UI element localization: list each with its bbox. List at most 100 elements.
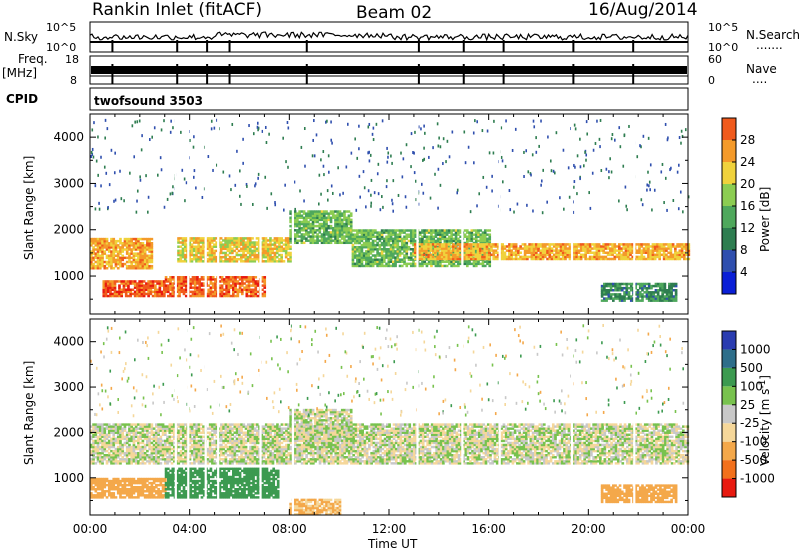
power-cell xyxy=(296,235,299,238)
power-cell xyxy=(653,188,656,192)
velocity-cell xyxy=(229,481,233,485)
power-cell xyxy=(607,284,611,288)
power-cell xyxy=(367,258,370,261)
power-cell xyxy=(320,212,324,215)
power-cell xyxy=(209,292,213,296)
power-cell xyxy=(409,258,413,261)
power-cell xyxy=(326,119,328,123)
power-cell xyxy=(273,251,277,255)
power-cell xyxy=(311,241,315,245)
power-cell xyxy=(420,249,424,252)
power-cell xyxy=(257,237,261,240)
power-cell xyxy=(181,243,185,246)
power-cell xyxy=(134,258,138,262)
power-cell xyxy=(340,212,344,215)
power-cell xyxy=(303,199,305,203)
power-cell xyxy=(320,222,324,226)
power-cell xyxy=(445,264,449,268)
velocity-cell xyxy=(218,481,222,485)
power-cell xyxy=(178,288,181,292)
power-cell xyxy=(380,243,384,247)
power-cell xyxy=(307,212,310,215)
power-cell xyxy=(269,243,272,246)
power-cell xyxy=(445,231,449,234)
power-cell xyxy=(665,243,668,246)
power-cell xyxy=(665,253,668,257)
power-cell xyxy=(636,295,640,298)
power-cell xyxy=(436,247,439,250)
velocity-cell xyxy=(152,488,156,491)
power-cell xyxy=(201,239,205,242)
power-cell xyxy=(110,260,113,264)
velocity-cell xyxy=(229,477,233,481)
power-cell xyxy=(327,237,331,240)
power-cell xyxy=(209,290,213,294)
velocity-cell xyxy=(155,483,158,487)
power-cell xyxy=(561,251,565,254)
power-cell xyxy=(541,253,545,257)
power-cell xyxy=(380,250,384,253)
power-cell xyxy=(253,247,257,251)
power-cell xyxy=(263,292,267,296)
power-cell xyxy=(368,122,371,126)
power-cell xyxy=(387,233,391,236)
velocity-cell xyxy=(220,479,224,483)
velocity-cell xyxy=(130,485,134,489)
power-cell xyxy=(501,159,504,163)
power-cell xyxy=(110,148,113,152)
velocity-cell xyxy=(90,479,93,483)
power-cell xyxy=(274,203,277,207)
velocity-cell xyxy=(202,481,206,485)
power-cell xyxy=(365,235,368,239)
power-cell xyxy=(94,207,97,211)
power-cell xyxy=(287,257,290,261)
power-cell xyxy=(129,288,133,292)
power-cell xyxy=(164,286,168,289)
power-cell xyxy=(110,239,113,243)
power-cell xyxy=(452,237,456,241)
velocity-cell xyxy=(223,485,226,489)
power-cell xyxy=(252,202,254,206)
power-cell xyxy=(197,249,201,253)
power-cell xyxy=(380,252,384,255)
power-cell xyxy=(246,255,250,259)
power-cell xyxy=(262,251,266,255)
power-cell xyxy=(389,264,393,268)
power-cell xyxy=(642,249,646,252)
power-cell xyxy=(143,258,147,262)
power-cell xyxy=(210,257,214,261)
power-cell xyxy=(394,233,397,236)
power-cell xyxy=(311,210,315,213)
power-cell xyxy=(196,282,199,285)
power-cell xyxy=(171,284,175,287)
power-cell xyxy=(183,260,187,263)
velocity-cell xyxy=(116,479,120,483)
power-cell xyxy=(535,136,537,140)
power-cell xyxy=(239,257,243,261)
power-cell xyxy=(242,253,245,257)
power-cell xyxy=(638,293,642,296)
velocity-cell xyxy=(143,483,147,487)
power-cell xyxy=(193,292,197,296)
power-cell xyxy=(371,229,375,232)
power-cell xyxy=(483,255,487,259)
power-cell xyxy=(169,130,172,134)
power-cell xyxy=(427,239,431,243)
power-cell xyxy=(611,243,614,246)
power-cell xyxy=(376,262,379,266)
power-cell xyxy=(130,260,134,264)
power-cell xyxy=(437,206,439,210)
velocity-cell xyxy=(134,490,138,493)
velocity-cell xyxy=(107,494,111,497)
power-cell xyxy=(670,295,673,298)
power-cell xyxy=(245,286,249,289)
power-cell xyxy=(234,282,237,285)
power-cell xyxy=(564,247,567,250)
power-cell xyxy=(119,239,122,243)
power-cell xyxy=(438,251,442,254)
power-cell xyxy=(275,239,279,242)
velocity-cell xyxy=(116,483,120,487)
power-cell xyxy=(469,251,473,254)
power-cell xyxy=(262,239,266,242)
power-cell xyxy=(501,247,505,250)
